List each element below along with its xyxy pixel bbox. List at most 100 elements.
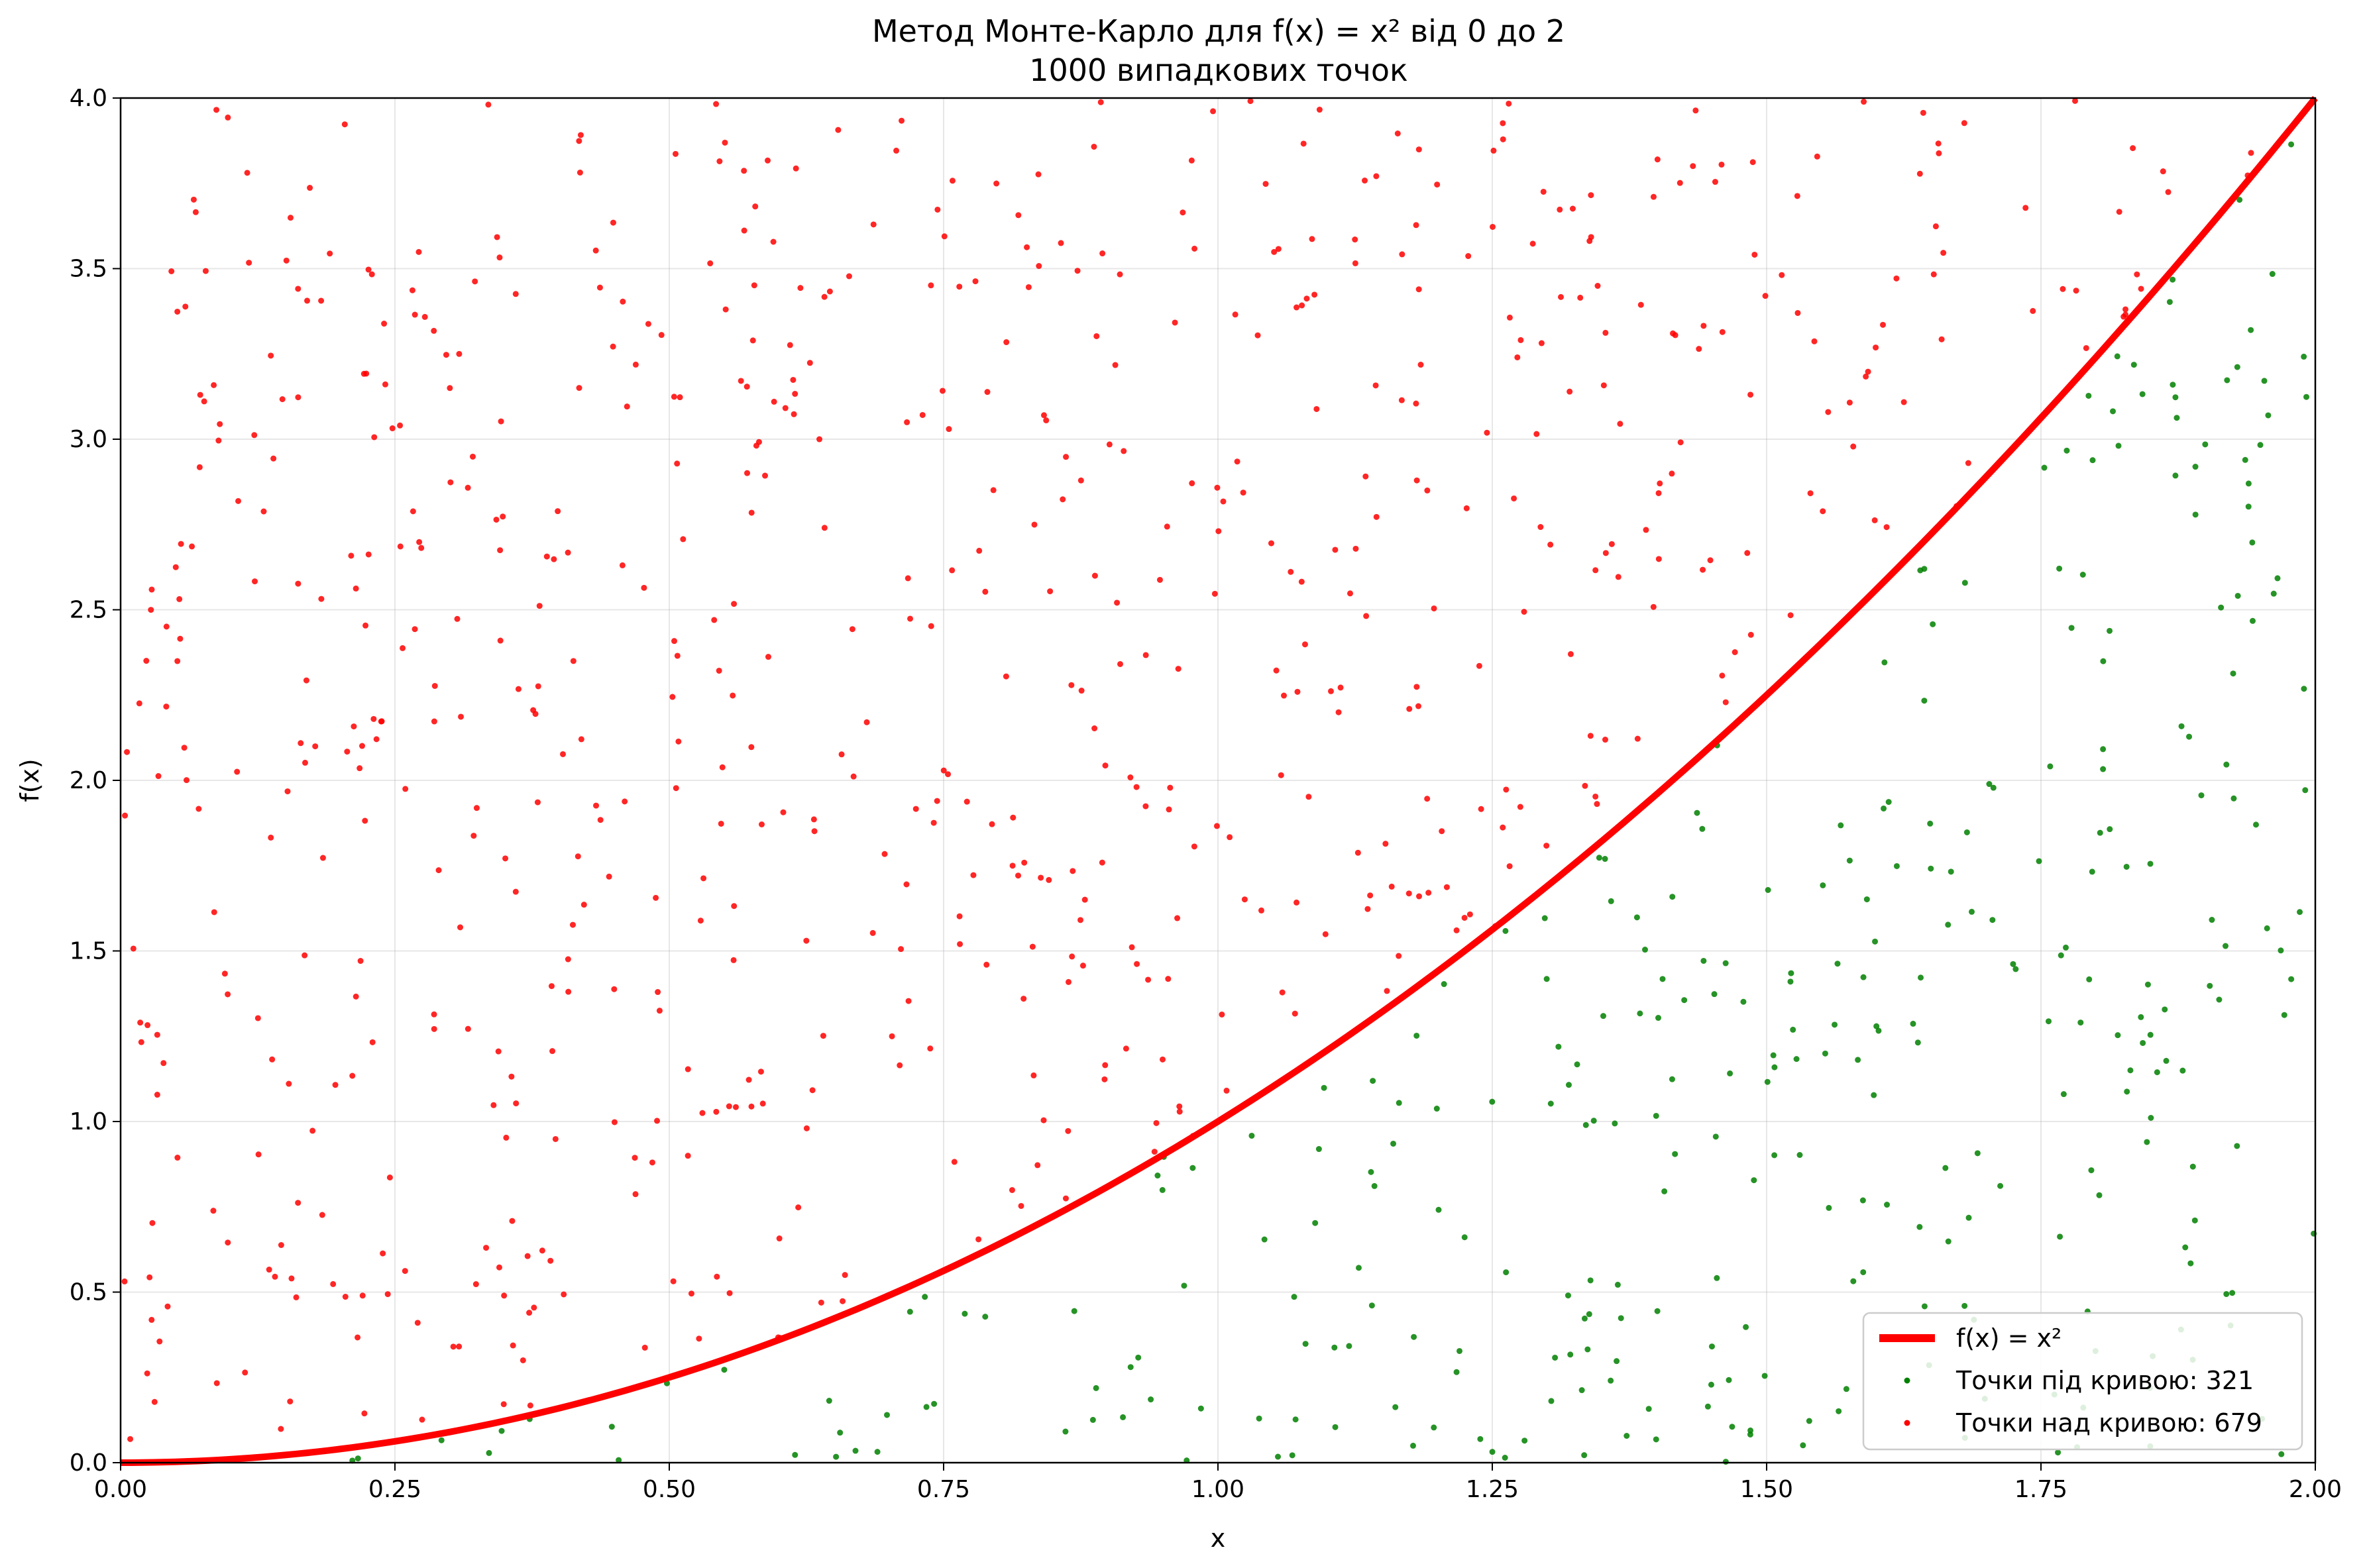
point-above (1569, 205, 1576, 212)
point-above (402, 786, 409, 792)
point-below (2223, 761, 2230, 768)
point-below (1502, 927, 1509, 934)
point-below (1871, 1092, 1877, 1098)
point-above (370, 715, 377, 722)
point-above (295, 286, 302, 292)
point-below (1885, 799, 1892, 806)
point-above (1172, 319, 1178, 326)
point-above (1732, 649, 1738, 655)
point-above (270, 455, 277, 462)
point-above (1463, 505, 1470, 511)
point-above (791, 411, 797, 417)
point-above (1097, 99, 1104, 105)
point-above (549, 1048, 556, 1055)
point-above (1719, 329, 1726, 335)
point-above (1865, 368, 1871, 375)
point-above (361, 1410, 368, 1417)
point-above (1373, 173, 1380, 180)
point-above (738, 378, 744, 384)
point-above (1538, 340, 1545, 346)
point-below (1581, 1315, 1588, 1322)
point-above (302, 952, 308, 959)
point-above (680, 536, 687, 543)
point-above (716, 158, 723, 164)
point-above (552, 1135, 559, 1142)
point-above (154, 1031, 160, 1038)
point-above (192, 209, 199, 215)
point-above (1413, 477, 1420, 484)
point-below (2223, 1290, 2230, 1297)
point-below (1289, 1452, 1295, 1459)
point-above (235, 497, 242, 504)
point-below (1159, 1186, 1166, 1193)
point-above (201, 398, 207, 405)
point-below (2096, 1192, 2103, 1198)
legend-box (1862, 1312, 2303, 1451)
point-above (821, 293, 828, 300)
point-above (217, 421, 223, 427)
point-above (520, 1357, 526, 1363)
point-below (1602, 856, 1608, 862)
point-above (1880, 321, 1887, 328)
point-above (1634, 735, 1641, 742)
point-above (1040, 412, 1047, 419)
point-above (1677, 439, 1684, 446)
point-below (1893, 862, 1900, 869)
point-below (1590, 1118, 1597, 1124)
point-below (2209, 917, 2215, 923)
point-below (2154, 1069, 2160, 1076)
point-below (1368, 1302, 1375, 1309)
point-above (496, 1264, 502, 1271)
point-above (1476, 662, 1482, 669)
point-below (498, 1428, 505, 1434)
point-above (409, 287, 415, 293)
point-above (743, 384, 750, 390)
point-above (515, 686, 522, 692)
point-below (2281, 1012, 2287, 1018)
point-above (1669, 470, 1675, 477)
point-below (2045, 1018, 2052, 1025)
point-below (833, 1453, 840, 1460)
point-below (1918, 974, 1924, 981)
point-above (670, 1278, 677, 1284)
point-above (1787, 612, 1794, 619)
point-below (792, 1451, 798, 1458)
point-above (1373, 513, 1380, 520)
point-above (641, 584, 647, 591)
point-above (983, 961, 990, 968)
point-above (1262, 181, 1269, 187)
point-above (912, 806, 919, 812)
point-above (741, 227, 747, 234)
point-below (1771, 1064, 1778, 1071)
point-above (1352, 545, 1359, 552)
point-above (1281, 692, 1288, 699)
point-above (939, 388, 946, 394)
point-above (897, 1062, 903, 1069)
point-above (1506, 314, 1513, 321)
point-above (1220, 498, 1227, 505)
point-above (982, 588, 989, 595)
point-above (842, 1272, 848, 1279)
point-above (610, 343, 616, 350)
point-below (1596, 855, 1602, 861)
point-below (608, 1424, 615, 1430)
point-above (1592, 793, 1599, 800)
point-below (2297, 909, 2303, 915)
point-below (837, 1430, 844, 1436)
point-above (835, 127, 842, 133)
point-above (1015, 212, 1022, 219)
point-above (1417, 362, 1424, 368)
point-below (1071, 1308, 1077, 1314)
point-below (1431, 1424, 1437, 1431)
point-below (1881, 805, 1887, 811)
point-above (1273, 667, 1280, 674)
point-above (202, 268, 209, 274)
point-above (513, 1100, 520, 1107)
point-above (1024, 244, 1030, 250)
point-above (1503, 786, 1510, 793)
point-above (905, 998, 912, 1004)
point-below (2079, 571, 2086, 578)
point-above (719, 764, 726, 770)
point-above (1850, 443, 1857, 450)
point-above (1299, 302, 1305, 309)
